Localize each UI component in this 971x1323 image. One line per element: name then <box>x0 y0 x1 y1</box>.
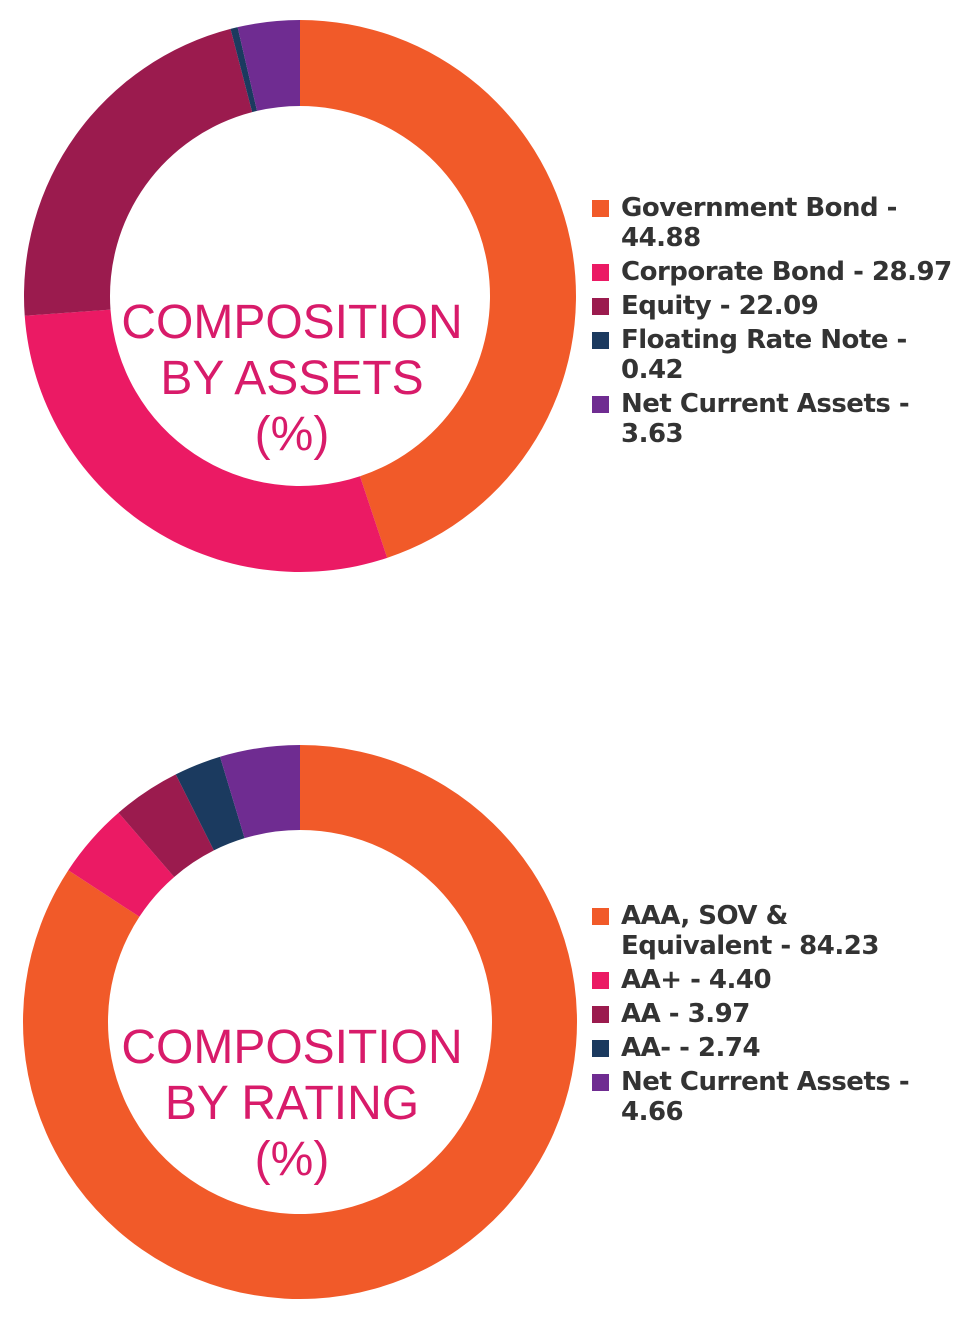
slice-net-current-assets <box>237 20 300 111</box>
legend-label: Government Bond - 44.88 <box>621 193 897 253</box>
legend-item: AA- - 2.74 <box>592 1033 937 1063</box>
legend-swatch <box>592 1040 609 1057</box>
assets-legend: Government Bond - 44.88 Corporate Bond -… <box>592 193 962 453</box>
legend-item: Floating Rate Note - 0.42 <box>592 325 962 385</box>
legend-swatch <box>592 972 609 989</box>
legend-label: AA - 3.97 <box>621 999 750 1029</box>
assets-chart: COMPOSITION BY ASSETS (%) Government Bon… <box>0 0 971 620</box>
slice-floating-rate-note <box>230 27 258 113</box>
slice-equity <box>23 28 253 316</box>
slice-government-bond <box>300 20 576 558</box>
slice-aa <box>68 812 175 917</box>
rating-donut <box>22 745 577 1299</box>
slice-aa <box>175 756 245 851</box>
rating-title-line-3: (%) <box>254 1133 330 1186</box>
legend-item: Corporate Bond - 28.97 <box>592 257 962 287</box>
legend-swatch <box>592 298 609 315</box>
rating-title-line-2: BY RATING <box>164 1077 420 1130</box>
legend-swatch <box>592 1006 609 1023</box>
slice-aa <box>118 774 214 877</box>
legend-item: Government Bond - 44.88 <box>592 193 962 253</box>
legend-item: Net Current Assets - 4.66 <box>592 1067 937 1127</box>
legend-label: Net Current Assets - 3.63 <box>621 389 910 449</box>
legend-item: AA - 3.97 <box>592 999 937 1029</box>
legend-swatch <box>592 264 609 281</box>
legend-item: Equity - 22.09 <box>592 291 962 321</box>
rating-chart: COMPOSITION BY RATING (%) AAA, SOV & Equ… <box>0 700 971 1323</box>
legend-item: AA+ - 4.40 <box>592 965 937 995</box>
assets-title-line-3: (%) <box>254 408 330 461</box>
legend-label: AA- - 2.74 <box>621 1033 761 1063</box>
legend-label: Equity - 22.09 <box>621 291 819 321</box>
legend-swatch <box>592 332 609 349</box>
rating-title-line-1: COMPOSITION <box>121 1021 463 1074</box>
legend-label: AA+ - 4.40 <box>621 965 772 995</box>
legend-label: Net Current Assets - 4.66 <box>621 1067 910 1127</box>
legend-swatch <box>592 200 609 217</box>
legend-label: Corporate Bond - 28.97 <box>621 257 952 287</box>
assets-center-title: COMPOSITION BY ASSETS (%) <box>92 295 492 463</box>
legend-swatch <box>592 908 609 925</box>
legend-label: Floating Rate Note - 0.42 <box>621 325 907 385</box>
assets-donut <box>23 20 576 572</box>
assets-title-line-1: COMPOSITION <box>121 296 463 349</box>
slice-aaa-sov-equivalent <box>22 745 577 1299</box>
slice-corporate-bond <box>24 309 388 572</box>
slice-net-current-assets <box>220 745 300 839</box>
rating-center-title: COMPOSITION BY RATING (%) <box>92 1020 492 1188</box>
legend-swatch <box>592 396 609 413</box>
legend-label: AAA, SOV & Equivalent - 84.23 <box>621 901 879 961</box>
legend-item: Net Current Assets - 3.63 <box>592 389 962 449</box>
rating-legend: AAA, SOV & Equivalent - 84.23 AA+ - 4.40… <box>592 901 937 1131</box>
legend-item: AAA, SOV & Equivalent - 84.23 <box>592 901 937 961</box>
legend-swatch <box>592 1074 609 1091</box>
assets-title-line-2: BY ASSETS <box>160 352 424 405</box>
